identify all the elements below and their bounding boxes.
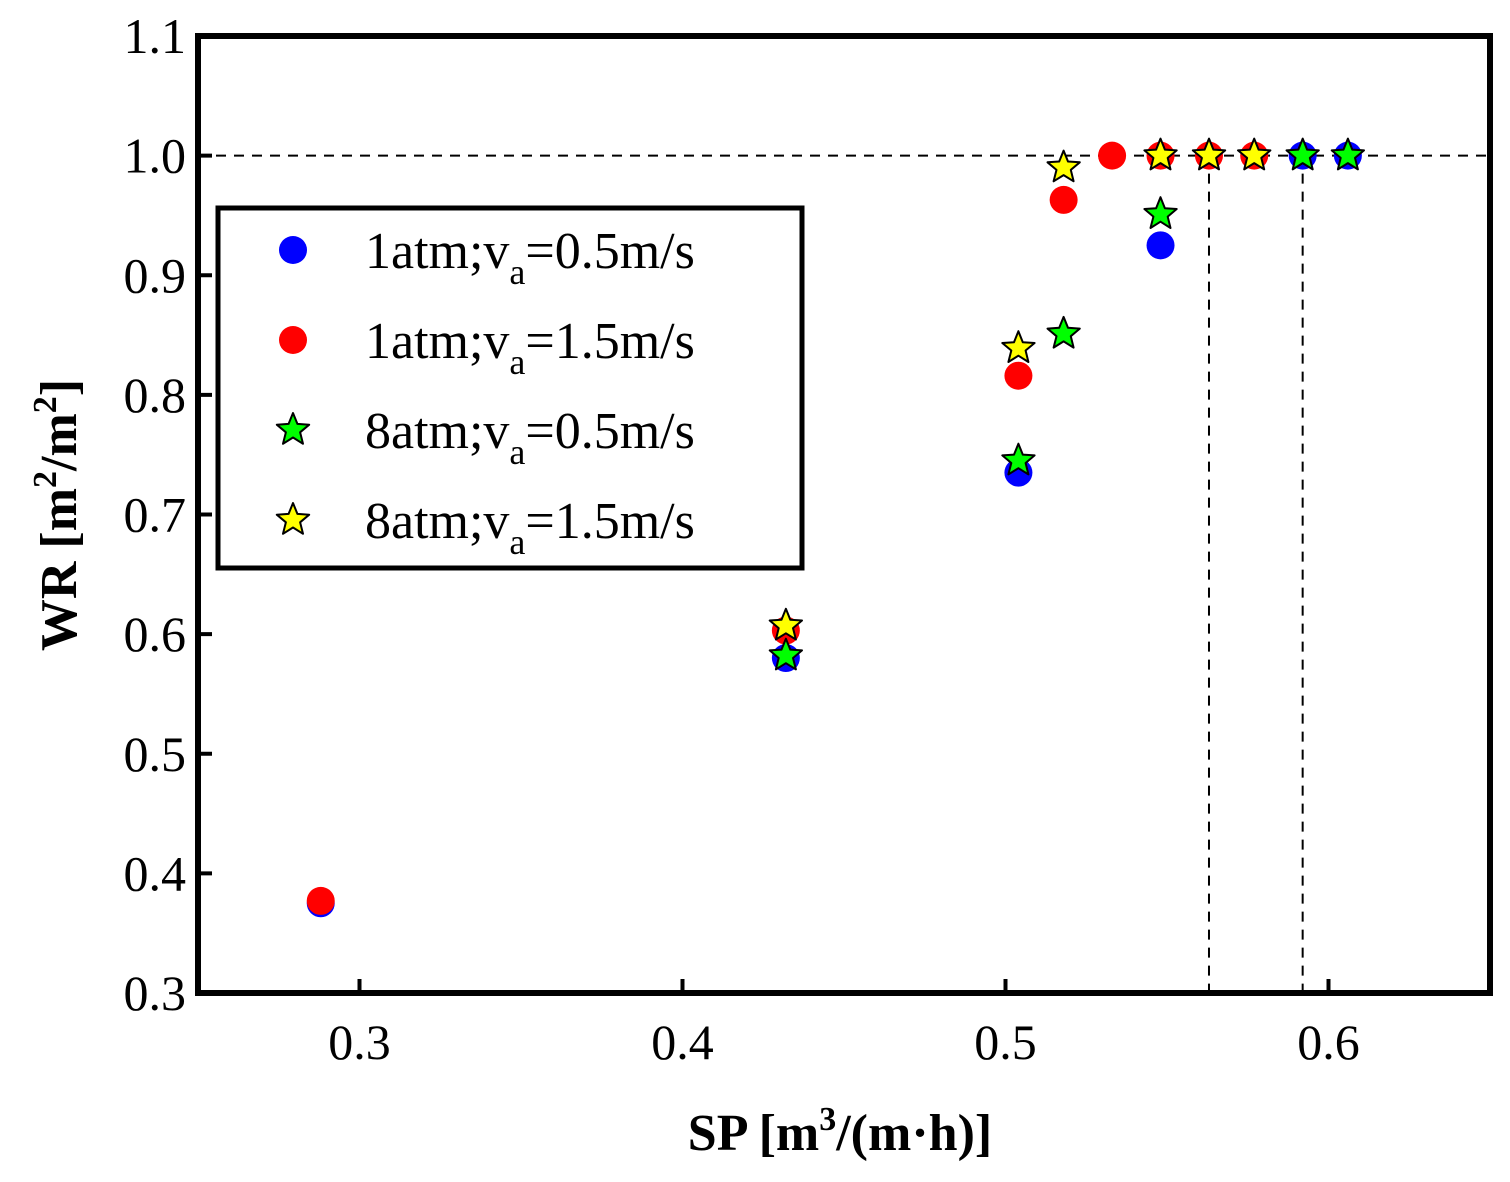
data-point-series-3 bbox=[1285, 137, 1320, 171]
legend-marker-4 bbox=[275, 502, 311, 535]
data-point-series-3 bbox=[1001, 442, 1036, 476]
data-point-series-3 bbox=[1046, 315, 1081, 349]
x-tick-label: 0.4 bbox=[651, 1014, 714, 1070]
data-point-series-4 bbox=[1191, 137, 1227, 171]
legend-marker-2 bbox=[279, 326, 307, 354]
data-point-series-4 bbox=[1001, 330, 1036, 363]
data-point-series-4 bbox=[1143, 137, 1178, 171]
reference-lines bbox=[198, 154, 1490, 993]
legend-label-2: 1atm;va=1.5m/s bbox=[365, 313, 695, 382]
legend-marker-3 bbox=[275, 412, 311, 445]
data-point-series-4 bbox=[1237, 137, 1272, 171]
y-tick-label: 0.7 bbox=[124, 487, 187, 543]
y-tick-label: 0.9 bbox=[124, 247, 187, 303]
data-point-series-2 bbox=[1004, 361, 1033, 390]
y-tick-label: 0.6 bbox=[124, 606, 187, 662]
y-tick-label: 1.1 bbox=[124, 8, 187, 64]
legend-box bbox=[215, 205, 805, 571]
data-point-series-2 bbox=[1098, 141, 1127, 170]
plot-frame bbox=[195, 33, 1493, 996]
x-axis: 0.3 0.4 0.5 0.6 bbox=[328, 979, 1360, 1070]
legend-label-1: 1atm;va=0.5m/s bbox=[365, 223, 695, 292]
legend: 1atm;va=0.5m/s 1atm;va=1.5m/s 8atm;va=0.5m… bbox=[215, 205, 805, 571]
y-tick-label: 0.4 bbox=[124, 845, 187, 901]
y-axis: 0.3 0.4 0.5 0.6 0.7 0.8 0.9 1.0 1.1 bbox=[124, 8, 212, 1021]
data-point-series-1 bbox=[1146, 231, 1175, 260]
data-point-series-2 bbox=[1049, 185, 1078, 214]
x-tick-label: 0.5 bbox=[974, 1014, 1037, 1070]
data-point-series-3 bbox=[1143, 196, 1178, 229]
data-point-series-2 bbox=[306, 886, 335, 915]
y-tick-label: 0.3 bbox=[124, 965, 187, 1021]
x-tick-label: 0.3 bbox=[328, 1014, 391, 1070]
data-points bbox=[306, 137, 1365, 918]
x-axis-title: SP [m3/(m·h)] bbox=[688, 1101, 992, 1162]
y-tick-label: 1.0 bbox=[124, 128, 187, 184]
x-tick-label: 0.6 bbox=[1297, 1014, 1360, 1070]
data-point-series-3 bbox=[768, 637, 803, 671]
legend-label-4: 8atm;va=1.5m/s bbox=[365, 493, 695, 562]
legend-marker-1 bbox=[279, 236, 307, 264]
data-point-series-3 bbox=[1330, 137, 1365, 171]
legend-label-3: 8atm;va=0.5m/s bbox=[365, 403, 695, 472]
data-point-series-4 bbox=[768, 607, 803, 641]
y-tick-label: 0.5 bbox=[124, 726, 187, 782]
data-point-series-4 bbox=[1046, 149, 1081, 183]
y-axis-title: WR [m2/m2] bbox=[27, 379, 88, 651]
y-tick-label: 0.8 bbox=[124, 367, 187, 423]
